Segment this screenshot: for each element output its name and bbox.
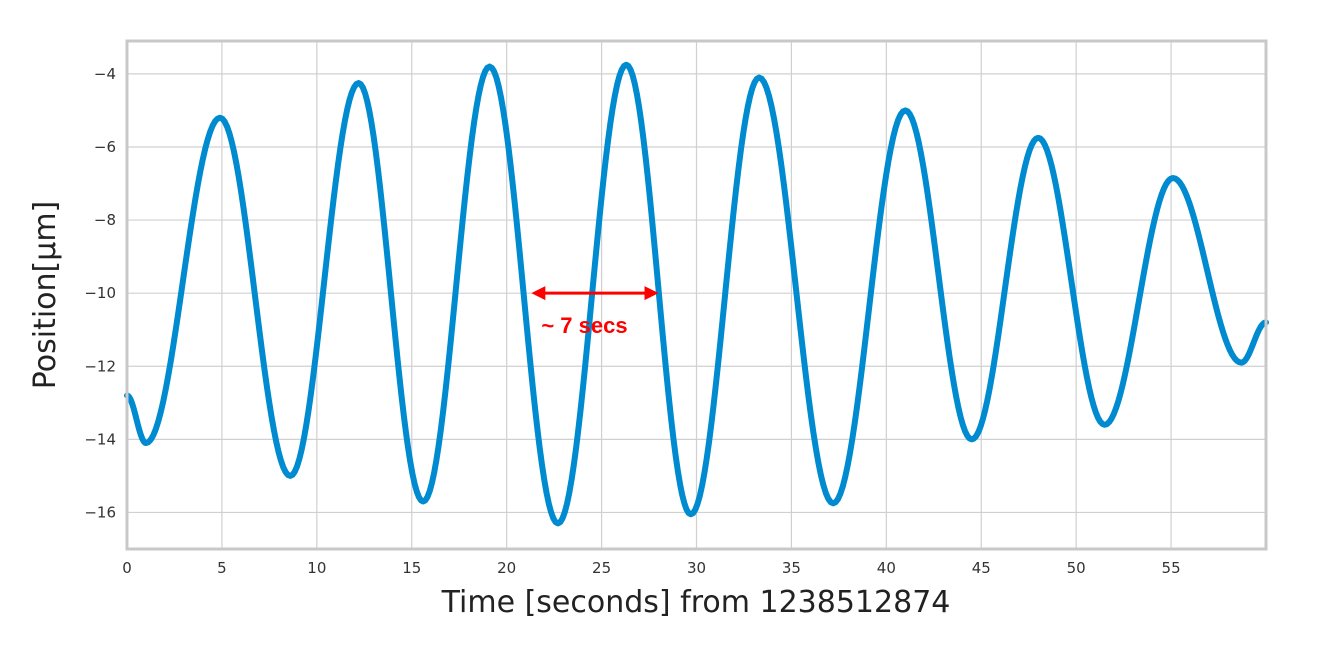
y-tick-label: −16 xyxy=(84,503,116,521)
x-tick-label: 15 xyxy=(402,559,421,577)
x-tick-label: 5 xyxy=(217,559,227,577)
annotation-arrowhead-left xyxy=(531,286,546,301)
y-tick-label: −14 xyxy=(84,430,116,448)
y-tick-label: −8 xyxy=(94,211,116,229)
annotation-arrowhead-right xyxy=(644,286,659,301)
x-tick-label: 30 xyxy=(687,559,706,577)
x-tick-label: 45 xyxy=(972,559,991,577)
tick-labels: 0 5 10 15 20 25 30 35 40 45 50 55 −16 −14 −12 −10 −8 −6 −4 xyxy=(84,65,1180,577)
y-axis-title: Position[μm] xyxy=(28,201,63,390)
annotation-group: ~ 7 secs xyxy=(531,286,659,338)
x-axis-title: Time [seconds] from 1238512874 xyxy=(441,585,951,620)
x-tick-label: 55 xyxy=(1162,559,1181,577)
y-tick-label: −10 xyxy=(84,284,116,302)
series-group xyxy=(124,61,1269,527)
x-tick-label: 35 xyxy=(782,559,801,577)
x-tick-label: 0 xyxy=(122,559,132,577)
x-tick-label: 10 xyxy=(307,559,326,577)
x-tick-label: 40 xyxy=(877,559,896,577)
annotation-label: ~ 7 secs xyxy=(541,313,627,338)
y-tick-label: −4 xyxy=(94,65,116,83)
plot-frame xyxy=(125,39,1268,551)
y-tick-label: −6 xyxy=(94,138,116,156)
x-tick-label: 20 xyxy=(497,559,516,577)
x-tick-label: 25 xyxy=(592,559,611,577)
y-tick-label: −12 xyxy=(84,357,116,375)
x-tick-label: 50 xyxy=(1067,559,1086,577)
series-line-0 xyxy=(124,61,1269,527)
